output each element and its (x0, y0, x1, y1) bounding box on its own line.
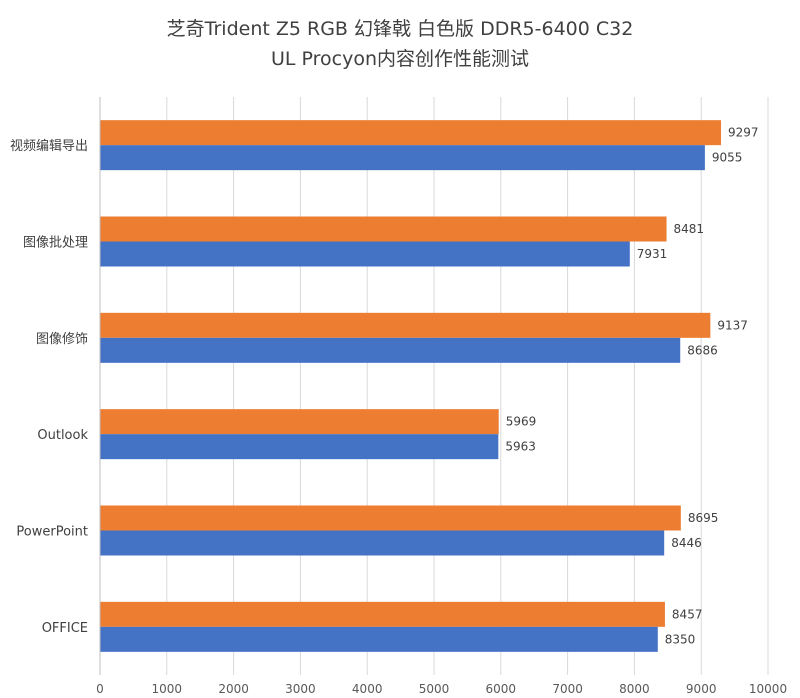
x-tick-label: 10000 (749, 682, 787, 696)
chart-title-block: 芝奇Trident Z5 RGB 幻锋戟 白色版 DDR5-6400 C32 U… (0, 14, 800, 74)
data-label: 8446 (671, 536, 702, 550)
bar (100, 530, 665, 556)
data-label: 8686 (687, 343, 718, 357)
data-label: 7931 (637, 247, 668, 261)
x-tick-label: 5000 (419, 682, 450, 696)
bar (100, 434, 499, 460)
category-label: Outlook (37, 428, 88, 443)
data-label: 8695 (688, 511, 719, 525)
data-label: 8457 (672, 607, 703, 621)
x-tick-label: 9000 (686, 682, 717, 696)
data-label: 5969 (506, 415, 537, 429)
data-label: 8481 (674, 222, 705, 236)
x-tick-label: 1000 (152, 682, 183, 696)
bar (100, 120, 722, 146)
x-tick-label: 7000 (552, 682, 583, 696)
bar (100, 626, 658, 652)
bar (100, 145, 705, 171)
data-label: 9055 (712, 151, 743, 165)
x-tick-label: 4000 (352, 682, 383, 696)
x-tick-label: 6000 (486, 682, 517, 696)
data-label: 8350 (665, 632, 696, 646)
chart-subtitle: UL Procyon内容创作性能测试 (270, 48, 530, 70)
bar (100, 216, 667, 242)
bar (100, 409, 499, 435)
x-tick-label: 8000 (619, 682, 650, 696)
data-label: 9137 (717, 318, 748, 332)
category-label: PowerPoint (16, 525, 88, 540)
data-label: 9297 (728, 126, 759, 140)
category-label: 视频编辑导出 (10, 139, 88, 154)
bar (100, 312, 711, 338)
data-label: 5963 (505, 440, 536, 454)
bar (100, 505, 681, 531)
x-tick-label: 0 (96, 682, 104, 696)
x-tick-label: 2000 (218, 682, 249, 696)
bar (100, 601, 665, 627)
bar (100, 337, 681, 363)
category-label: 图像修饰 (36, 332, 88, 347)
category-label: OFFICE (42, 621, 88, 636)
category-label: 图像批处理 (23, 236, 88, 251)
chart-title: 芝奇Trident Z5 RGB 幻锋戟 白色版 DDR5-6400 C32 (166, 18, 634, 40)
x-tick-label: 3000 (285, 682, 316, 696)
bar (100, 241, 630, 267)
